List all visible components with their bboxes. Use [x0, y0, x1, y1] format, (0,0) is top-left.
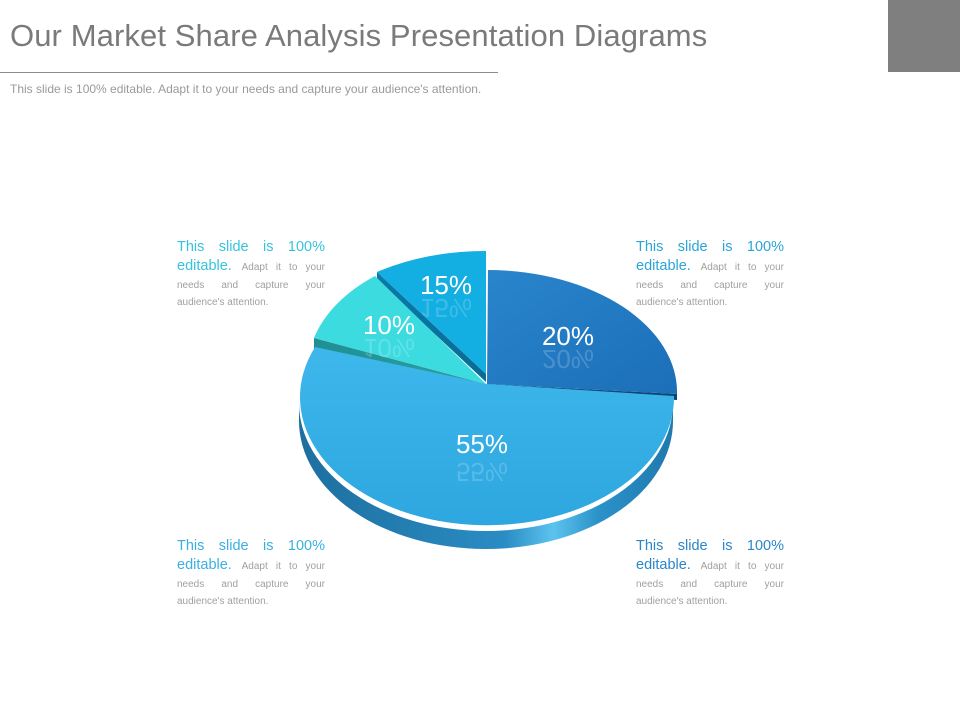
callout-body: Adapt it to your needs and capture your …: [636, 561, 784, 607]
callout-bottom-right: This slide is 100% editable. Adapt it to…: [636, 537, 784, 609]
callout-body: Adapt it to your needs and capture your …: [177, 561, 325, 607]
page-subtitle: This slide is 100% editable. Adapt it to…: [10, 82, 482, 96]
page-title: Our Market Share Analysis Presentation D…: [10, 18, 708, 53]
slice-10-top: [314, 276, 486, 384]
title-underline: [0, 72, 498, 73]
callout-top-right: This slide is 100% editable. Adapt it to…: [636, 238, 784, 310]
callout-lead: This slide is 100% editable.: [636, 538, 784, 573]
slice-label-55: 55%: [456, 429, 508, 459]
callout-lead: This slide is 100% editable.: [636, 239, 784, 274]
slice-label-15-reflection: 15%: [420, 293, 472, 323]
slice-label-15: 15%: [420, 270, 472, 300]
callout-lead: This slide is 100% editable.: [177, 239, 325, 274]
slice-label-10: 10%: [363, 310, 415, 340]
callout-body: Adapt it to your needs and capture your …: [177, 262, 325, 308]
slice-label-20-reflection: 20%: [542, 344, 594, 374]
callout-bottom-left: This slide is 100% editable. Adapt it to…: [177, 537, 325, 609]
slice-label-55-reflection: 55%: [456, 457, 508, 487]
slice-20-top: [487, 270, 678, 394]
slice-15-side: [377, 272, 486, 382]
corner-block: [888, 0, 960, 72]
callout-lead: This slide is 100% editable.: [177, 538, 325, 573]
callout-top-left: This slide is 100% editable. Adapt it to…: [177, 238, 325, 310]
slice-55-top: [300, 347, 675, 526]
slice-label-20: 20%: [542, 321, 594, 351]
slice-15-top: [377, 250, 486, 374]
data-labels: 20% 55% 10% 15% 20% 55% 10% 15%: [363, 270, 594, 487]
slice-label-10-reflection: 10%: [363, 333, 415, 363]
callout-body: Adapt it to your needs and capture your …: [636, 262, 784, 308]
